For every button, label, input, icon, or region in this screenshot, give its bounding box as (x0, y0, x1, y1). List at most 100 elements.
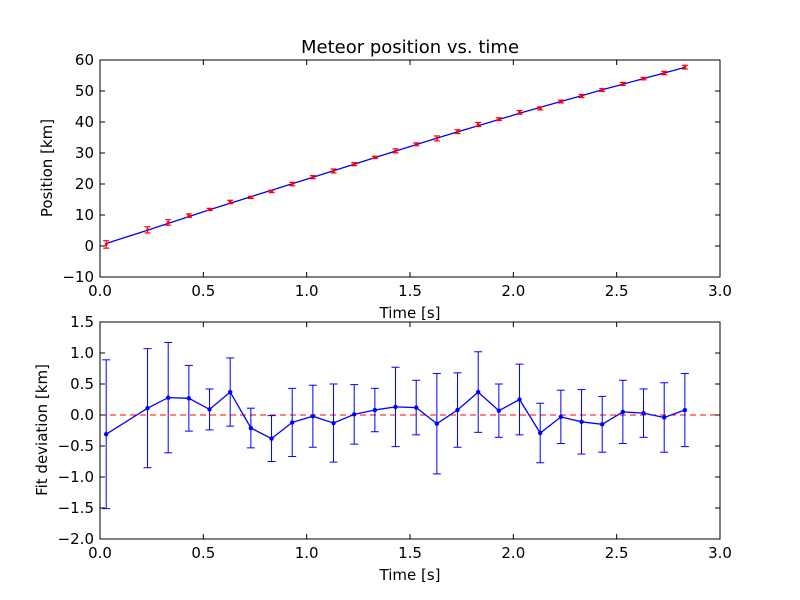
residual-point (269, 436, 274, 441)
deviation-x-tick-label: 0.0 (88, 544, 112, 562)
measurement-point (187, 214, 191, 218)
position-plot-marks (103, 64, 688, 249)
measurement-point (166, 220, 170, 224)
position-x-tick-label: 2.0 (501, 282, 525, 300)
position-y-tick-label: 40 (75, 113, 94, 131)
residual-point (207, 407, 212, 412)
measurement-point (373, 155, 377, 159)
residual-point (455, 407, 460, 413)
measurement-point (476, 122, 480, 126)
measurement-point (352, 162, 356, 166)
residual-point (414, 405, 419, 410)
deviation-y-tick-label: −2.0 (58, 530, 94, 548)
measurement-point (146, 228, 150, 232)
position-y-tick-label: 30 (75, 144, 94, 162)
measurement-point (332, 169, 336, 173)
position-x-ticks: 0.0 0.5 1.0 1.5 2.0 2.5 3.0 (88, 60, 732, 300)
residual-point (579, 419, 584, 425)
measurement-point (580, 94, 584, 98)
deviation-x-tick-label: 1.0 (295, 544, 319, 562)
measurement-point (208, 207, 212, 211)
residual-point (620, 409, 626, 415)
measurement-point (104, 242, 108, 246)
measurement-point (311, 175, 315, 179)
deviation-x-tick-label: 3.0 (708, 544, 732, 562)
position-chart-title: Meteor position vs. time (301, 37, 519, 58)
deviation-plot-marks (100, 341, 720, 510)
deviation-y-tick-label: −1.5 (58, 499, 94, 517)
residual-point (517, 397, 522, 402)
measurement-point (600, 88, 604, 92)
measurement-point (683, 65, 687, 69)
residual-point (145, 405, 150, 411)
position-y-tick-label: 0 (84, 237, 94, 255)
position-y-tick-label: 20 (75, 175, 94, 193)
measurement-point (414, 142, 418, 146)
measurement-point (497, 117, 501, 121)
deviation-y-axis-label: Fit deviation [km] (33, 364, 51, 496)
residual-point (600, 422, 605, 427)
position-x-tick-label: 1.0 (295, 282, 319, 300)
position-x-tick-label: 2.5 (605, 282, 629, 300)
deviation-y-tick-label: 1.0 (70, 344, 94, 362)
measurement-point (290, 182, 294, 186)
deviation-x-tick-label: 2.0 (501, 544, 525, 562)
residual-point (310, 414, 316, 419)
position-x-tick-label: 0.5 (191, 282, 215, 300)
position-x-tick-label: 0.0 (88, 282, 112, 300)
measurement-point (249, 195, 253, 199)
deviation-y-ticks: −2.0 −1.5 −1.0 −0.5 0.0 0.5 1.0 1.5 (58, 313, 720, 548)
deviation-y-tick-label: 0.0 (70, 406, 94, 424)
deviation-x-tick-label: 0.5 (191, 544, 215, 562)
residual-point (166, 395, 171, 400)
residual-point (331, 420, 336, 426)
deviation-y-tick-label: 0.5 (70, 375, 94, 393)
position-x-axis-label: Time [s] (379, 304, 441, 322)
deviation-y-tick-label: −0.5 (58, 437, 94, 455)
measurement-point (518, 110, 522, 114)
measurement-point (394, 149, 398, 153)
measurement-point (642, 77, 646, 81)
position-y-ticks: −10 0 10 20 30 40 50 60 (62, 51, 720, 286)
measurement-point (228, 200, 232, 204)
residual-point (476, 389, 481, 395)
residual-point (352, 412, 357, 417)
position-x-tick-label: 3.0 (708, 282, 732, 300)
position-y-tick-label: 50 (75, 82, 94, 100)
deviation-x-tick-label: 1.5 (398, 544, 422, 562)
residual-point (393, 404, 398, 410)
position-y-tick-label: −10 (62, 268, 94, 286)
deviation-x-tick-label: 2.5 (605, 544, 629, 562)
deviation-y-tick-label: 1.5 (70, 313, 94, 331)
residual-point (558, 414, 564, 420)
measurement-point (538, 106, 542, 110)
measurement-point (621, 82, 625, 86)
deviation-x-ticks: 0.0 0.5 1.0 1.5 2.0 2.5 3.0 (88, 322, 732, 562)
residual-point (186, 396, 192, 401)
position-x-tick-label: 1.5 (398, 282, 422, 300)
measurement-point (456, 130, 460, 134)
fit-line (106, 66, 686, 245)
residual-point (248, 425, 254, 431)
residual-point (496, 408, 502, 413)
residual-point (228, 389, 233, 395)
residual-point (104, 432, 109, 437)
deviation-panel: 0.0 0.5 1.0 1.5 2.0 2.5 3.0 −2.0−1.5−1.0−0.50.… (33, 313, 732, 584)
deviation-x-axis-label: Time [s] (379, 566, 441, 584)
measurement-point (559, 100, 563, 104)
residual-line (105, 391, 686, 440)
residual-point (290, 420, 295, 425)
measurement-point (270, 189, 274, 193)
residual-point (538, 430, 543, 436)
position-y-tick-label: 10 (75, 206, 94, 224)
residual-point (434, 421, 440, 426)
measurement-point (662, 71, 666, 75)
residual-point (682, 407, 688, 413)
residual-point (662, 415, 667, 420)
position-panel: Meteor position vs. time 0.0 0.5 1.0 1.5 2.0… (38, 37, 732, 322)
position-y-axis-label: Position [km] (38, 119, 56, 217)
residual-point (372, 407, 378, 413)
measurement-point (435, 136, 439, 140)
